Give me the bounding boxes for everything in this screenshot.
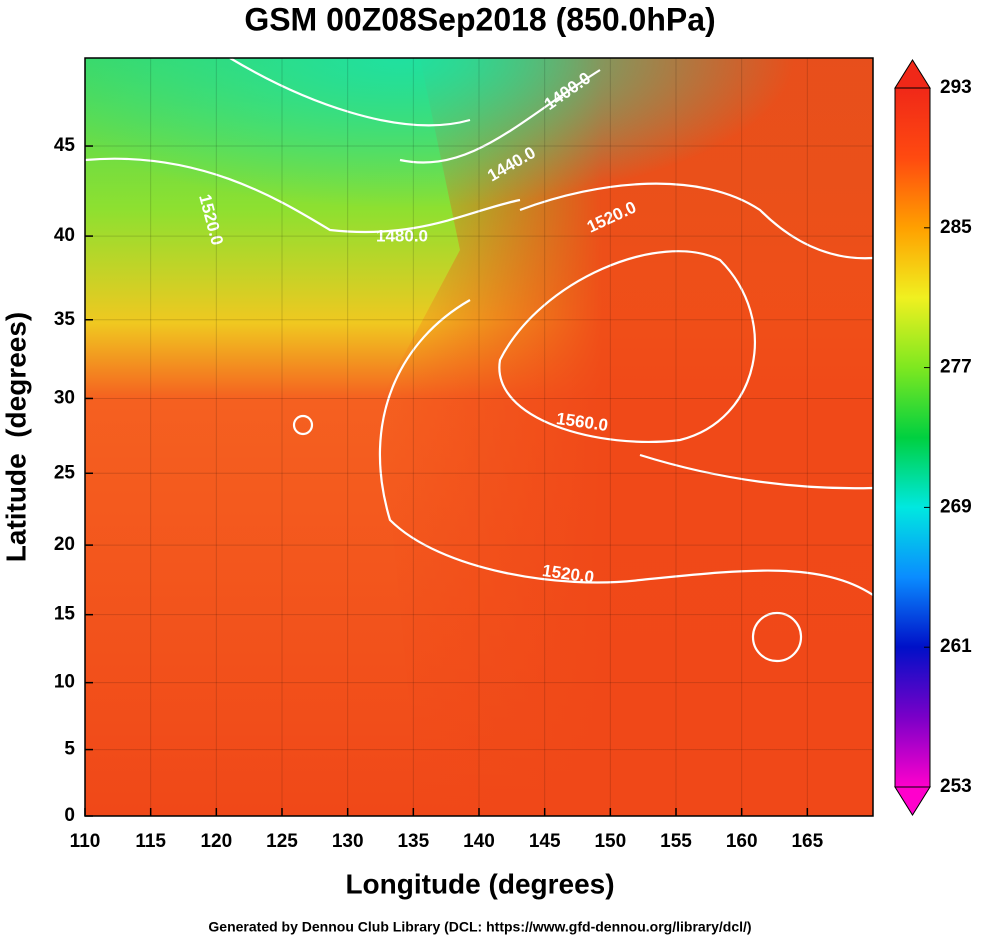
x-tick-label: 120 <box>200 831 232 852</box>
y-tick-label: 20 <box>54 534 75 555</box>
y-tick-label: 5 <box>64 739 75 760</box>
colorbar-body <box>894 87 931 788</box>
footer: Generated by Dennou Club Library (DCL: h… <box>208 919 751 935</box>
x-tick-label: 135 <box>397 831 429 852</box>
colorbar-tick-label: 277 <box>940 357 972 378</box>
y-tick-label: 45 <box>54 135 76 156</box>
x-tick-label: 165 <box>791 831 823 852</box>
colorbar-extend-bottom <box>894 786 931 816</box>
colorbar-tick-label: 261 <box>940 636 972 657</box>
x-axis-label: Longitude (degrees) <box>345 868 614 899</box>
x-tick-label: 160 <box>726 831 758 852</box>
y-tick-label: 0 <box>64 805 75 826</box>
x-tick-label: 155 <box>660 831 692 852</box>
field <box>85 58 873 816</box>
y-tick-label: 25 <box>54 462 76 483</box>
y-tick-label: 35 <box>54 309 76 330</box>
x-tick-label: 125 <box>266 831 298 852</box>
x-tick-label: 140 <box>463 831 495 852</box>
colorbar-tick-label: 269 <box>940 496 972 517</box>
chart-title: GSM 00Z08Sep2018 (850.0hPa) <box>244 1 715 37</box>
x-tick-label: 150 <box>594 831 626 852</box>
y-axis-label: Latitude (degrees) <box>0 312 31 562</box>
colorbar-tick-label: 253 <box>940 776 972 797</box>
x-tick-label: 115 <box>135 831 166 852</box>
y-tick-label: 30 <box>54 387 75 408</box>
contour-label: 1480.0 <box>376 226 428 245</box>
y-tick-label: 10 <box>54 672 75 693</box>
x-tick-label: 110 <box>70 831 101 852</box>
colorbar-tick-label: 293 <box>940 77 972 98</box>
colorbar-tick-label: 285 <box>940 217 972 238</box>
x-tick-label: 130 <box>332 831 364 852</box>
x-tick-label: 145 <box>529 831 561 852</box>
y-tick-label: 40 <box>54 225 75 246</box>
y-tick-label: 15 <box>54 604 76 625</box>
colorbar-extend-top <box>894 59 931 89</box>
colorbar: 293 285 277 269 261 253 <box>894 59 972 816</box>
